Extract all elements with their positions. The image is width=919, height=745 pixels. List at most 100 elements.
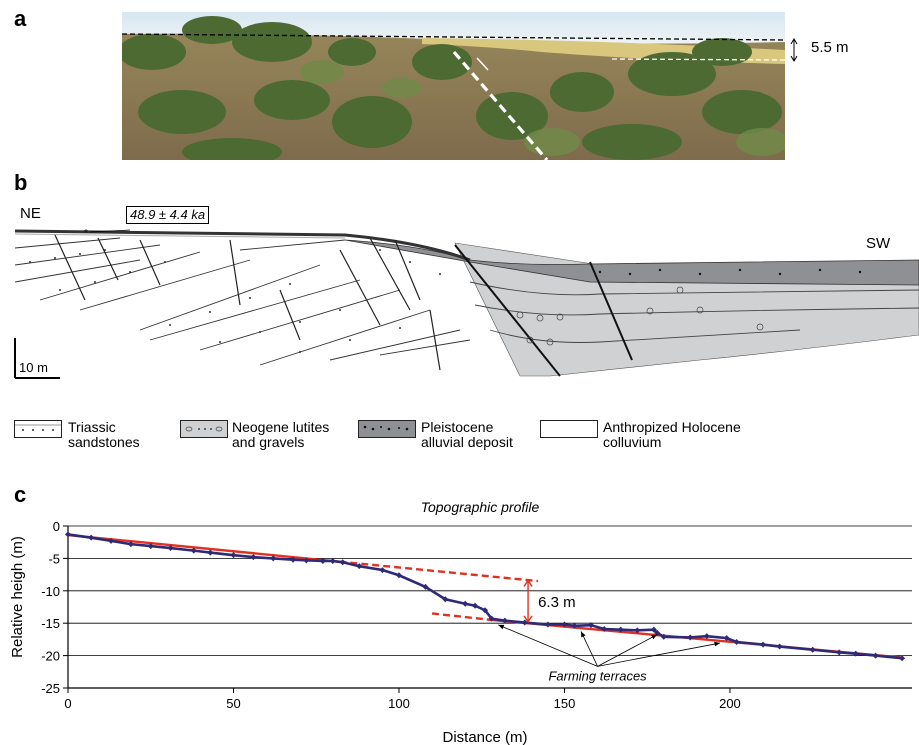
x-axis-label: Distance (m) [442, 729, 527, 745]
panel-label-c: c [14, 482, 27, 507]
data-point [88, 534, 95, 541]
data-point [422, 583, 429, 590]
data-point [836, 649, 843, 656]
terrace-arrowhead [714, 641, 721, 647]
data-point [852, 650, 859, 657]
data-point [650, 626, 657, 633]
legend-label-neogene-1: Neogene lutites [232, 419, 330, 435]
throw-label: 5.5 m [811, 39, 849, 56]
data-point [521, 619, 528, 626]
data-point [462, 600, 469, 607]
data-point [723, 635, 730, 642]
svg-text:*: * [84, 228, 88, 239]
fit-line [431, 612, 492, 622]
data-point [501, 617, 508, 624]
data-point [587, 622, 594, 629]
data-point [395, 572, 402, 579]
profile-line [67, 533, 903, 660]
panel-label-a: a [14, 6, 27, 31]
data-point [167, 545, 174, 552]
y-tick-label: -25 [41, 681, 60, 696]
legend-label-pleistocene-2: alluvial deposit [421, 434, 513, 450]
data-point [250, 554, 257, 561]
data-point [571, 622, 578, 629]
data-point [634, 627, 641, 634]
data-point [601, 626, 608, 633]
x-tick-label: 0 [64, 696, 71, 711]
data-point [379, 567, 386, 574]
data-point [760, 641, 767, 648]
legend-label-triassic-2: sandstones [68, 434, 140, 450]
data-point [561, 621, 568, 628]
cross-section: * [14, 228, 919, 379]
y-axis-label: Relative heigh (m) [9, 536, 26, 658]
terrace-arrowhead [581, 631, 586, 638]
offset-arrow-head-top [523, 579, 533, 587]
y-tick-label: -20 [41, 649, 60, 664]
age-label: 48.9 ± 4.4 ka [126, 206, 210, 224]
throw-arrow [790, 38, 798, 62]
legend-swatch-pleistocene [358, 420, 416, 438]
data-point [482, 607, 489, 614]
data-point [733, 638, 740, 645]
data-point [190, 547, 197, 554]
legend-label-neogene-2: and gravels [232, 434, 305, 450]
data-point [776, 643, 783, 650]
x-tick-label: 150 [554, 696, 576, 711]
data-point [290, 556, 297, 563]
y-tick-label: -5 [48, 551, 60, 566]
data-point [472, 602, 479, 609]
data-point [687, 634, 694, 641]
x-tick-label: 50 [226, 696, 240, 711]
legend-label-triassic-1: Triassic [68, 419, 116, 435]
data-point [660, 633, 667, 640]
data-point [356, 563, 363, 570]
data-point [127, 541, 134, 548]
x-tick-label: 100 [388, 696, 410, 711]
data-point [899, 655, 906, 662]
data-point [544, 621, 551, 628]
data-point [809, 646, 816, 653]
chart-title: Topographic profile [421, 499, 540, 515]
legend-label-pleistocene-1: Pleistocene [421, 419, 494, 435]
sw-label: SW [866, 235, 891, 252]
legend-swatch-holocene [540, 420, 598, 438]
terrace-label: Farming terraces [548, 668, 647, 683]
data-point [339, 559, 346, 566]
legend-label-holocene-1: Anthropized Holocene [603, 419, 741, 435]
legend-swatch-triassic [14, 420, 62, 438]
data-point [207, 549, 214, 556]
data-point [270, 555, 277, 562]
terrace-pointer [597, 634, 658, 667]
terrace-pointer [597, 642, 721, 667]
offset-label: 6.3 m [538, 594, 576, 611]
legend-swatch-neogene [180, 420, 228, 438]
data-point [442, 596, 449, 603]
data-point [147, 543, 154, 550]
data-point [108, 537, 115, 544]
data-point [329, 557, 336, 564]
topographic-profile-chart: Topographic profile 0 -5 -10 -15 -20 -25 0 50 10… [9, 499, 912, 745]
data-point [872, 652, 879, 659]
terrace-pointer [580, 631, 598, 667]
data-point [488, 615, 495, 622]
x-tick-label: 200 [719, 696, 741, 711]
offset-arrow-head-bottom [523, 615, 533, 624]
panel-label-b: b [14, 170, 28, 195]
y-tick-label: 0 [53, 519, 60, 534]
y-tick-label: -10 [41, 584, 60, 599]
scale-bar-label: 10 m [19, 360, 48, 375]
field-photograph [122, 12, 785, 160]
fit-line [67, 533, 340, 563]
data-point [319, 557, 326, 564]
fit-line [339, 560, 539, 583]
data-point [303, 557, 310, 564]
data-point [617, 626, 624, 633]
terrace-arrowhead [651, 634, 658, 640]
data-point [703, 633, 710, 640]
data-point [230, 552, 237, 559]
terrace-pointer [498, 624, 598, 667]
terrace-arrowhead [498, 624, 505, 630]
data-point [654, 629, 661, 636]
y-tick-label: -15 [41, 616, 60, 631]
